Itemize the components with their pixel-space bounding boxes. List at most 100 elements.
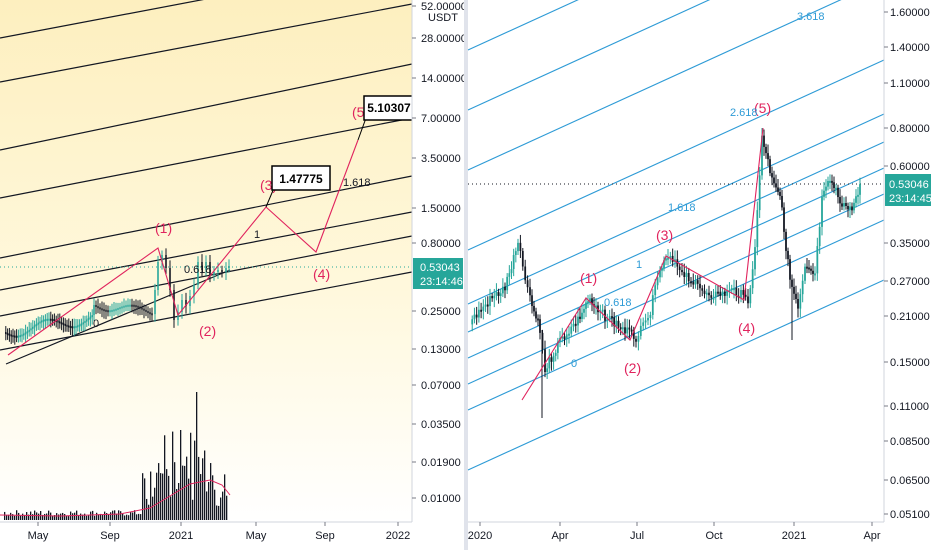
- right-candle-body: [730, 288, 733, 291]
- right-candle-body: [659, 270, 661, 278]
- right-candle-body: [529, 287, 531, 296]
- right-candle-body: [690, 281, 692, 284]
- left-candle-body: [8, 333, 11, 336]
- right-candle-body: [692, 281, 695, 285]
- left-candle-body: [62, 323, 65, 326]
- left-volume-bar: [194, 440, 196, 520]
- right-candle-body: [482, 306, 485, 311]
- right-candle-body: [763, 135, 765, 147]
- left-candle-body: [154, 290, 156, 315]
- right-candle-body: [512, 255, 515, 270]
- right-candle-body: [499, 293, 502, 296]
- left-target-callout-pointer: [265, 187, 275, 208]
- right-candle-body: [761, 135, 763, 176]
- left-volume-bar: [28, 514, 30, 520]
- right-time-axis[interactable]: [468, 522, 932, 550]
- left-candle-body: [165, 255, 167, 268]
- right-candle-body: [651, 295, 654, 315]
- left-volume-bar: [102, 514, 104, 520]
- right-countdown: 23:14:45: [889, 193, 932, 205]
- left-candle-body: [213, 272, 215, 275]
- right-price-tick-label: 0.15000: [890, 357, 930, 369]
- left-candle-body: [23, 333, 25, 336]
- left-volume-bar: [68, 515, 70, 520]
- left-volume-bar: [20, 515, 22, 520]
- right-candle-body: [544, 349, 546, 373]
- left-volume-bar: [138, 513, 140, 520]
- right-candle-body: [821, 196, 823, 227]
- right-candle-body: [601, 309, 604, 312]
- right-candle-body: [859, 184, 861, 195]
- right-candle-body: [812, 270, 814, 274]
- right-candle-body: [632, 329, 635, 339]
- left-volume-bar: [100, 513, 102, 520]
- right-price-axis[interactable]: [884, 0, 932, 522]
- left-volume-bar: [46, 513, 48, 520]
- left-candle-body: [15, 335, 18, 338]
- right-candle-body: [626, 327, 629, 334]
- right-candle-body: [568, 333, 570, 336]
- left-fib-level-label: 1: [254, 229, 260, 241]
- left-volume-bar: [162, 473, 164, 520]
- right-candle-body: [806, 266, 808, 269]
- left-candle-body: [66, 324, 68, 327]
- left-volume-bar: [36, 512, 38, 520]
- right-candle-body: [669, 255, 672, 258]
- left-candle-body: [84, 320, 86, 323]
- left-fib-channel-line: [0, 3, 413, 83]
- left-candle-body: [19, 335, 21, 338]
- left-volume-bar: [226, 495, 228, 520]
- left-time-tick-label: 2022: [386, 530, 410, 542]
- right-last-price-badge: [885, 174, 931, 206]
- right-candle-body: [779, 191, 781, 196]
- right-candle-body: [810, 268, 812, 271]
- left-candle-body: [97, 306, 99, 309]
- right-candle-body: [624, 327, 626, 334]
- right-candle-body: [484, 304, 487, 307]
- left-candle-body: [185, 300, 187, 306]
- right-candle-body: [833, 182, 835, 189]
- panel-divider[interactable]: [464, 0, 468, 550]
- right-candle-body: [486, 304, 489, 307]
- left-volume-bar: [86, 515, 88, 520]
- right-candle-body: [699, 283, 701, 289]
- right-candle-body: [537, 318, 539, 321]
- right-candle-body: [491, 296, 494, 299]
- left-volume-bar: [166, 469, 168, 520]
- left-candle-body: [21, 334, 23, 337]
- right-candle-body: [495, 292, 498, 296]
- right-candle-body: [799, 294, 802, 309]
- right-candle-body: [639, 325, 642, 336]
- left-price-tick-label: 1.50000: [421, 203, 461, 215]
- left-candle-body: [137, 305, 139, 308]
- right-candle-body: [733, 288, 735, 291]
- left-price-tick-label: 3.50000: [421, 153, 461, 165]
- right-candle-body: [785, 231, 787, 251]
- left-volume-bar: [192, 499, 194, 520]
- right-candle-body: [712, 297, 715, 300]
- right-candle-body: [535, 311, 537, 319]
- right-candle-body: [642, 322, 645, 326]
- left-candle-body: [42, 319, 45, 322]
- left-volume-bar: [120, 511, 122, 520]
- right-candle-body: [781, 195, 783, 208]
- left-volume-bar: [134, 510, 136, 520]
- right-candle-body: [489, 296, 491, 307]
- left-candle-body: [6, 332, 9, 335]
- left-target-label: 5.10307: [367, 101, 411, 115]
- left-volume-bar: [22, 513, 24, 520]
- right-candle-body: [825, 186, 827, 191]
- right-candle-body: [797, 298, 799, 309]
- right-fib-channel-line: [467, 193, 885, 385]
- right-candle-body: [769, 159, 771, 174]
- right-candle-body: [615, 320, 618, 327]
- left-time-axis[interactable]: [0, 522, 464, 550]
- left-volume-bar: [112, 510, 114, 520]
- left-candle-body: [141, 307, 143, 310]
- right-fib-channel-line: [467, 279, 885, 471]
- right-candle-body: [572, 323, 575, 327]
- right-candle-body: [749, 288, 752, 304]
- right-fib-level-label: 0.618: [604, 297, 632, 309]
- left-volume-bar: [202, 458, 204, 520]
